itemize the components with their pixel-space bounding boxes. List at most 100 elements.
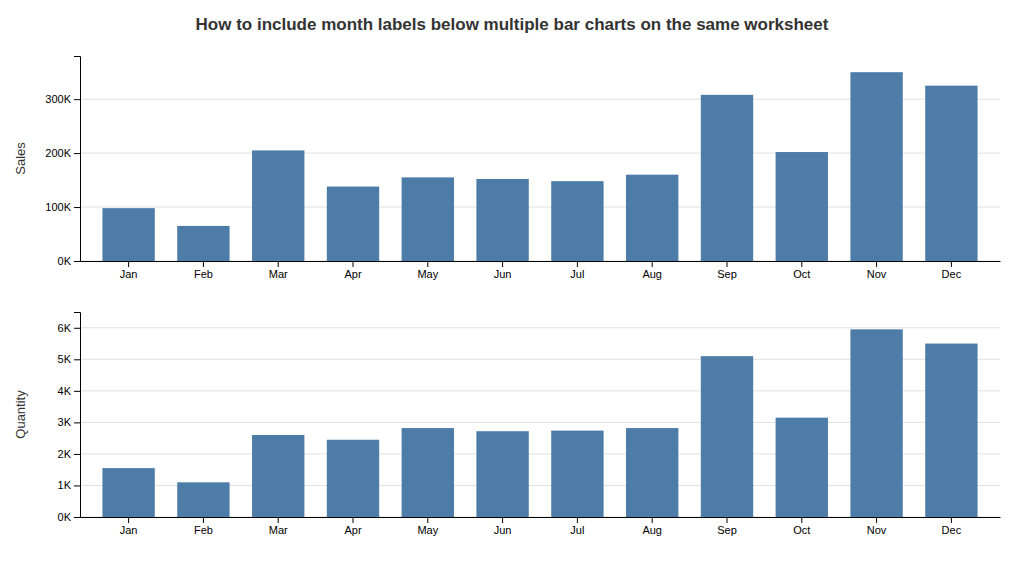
y-tick: 2K <box>58 448 80 460</box>
bar <box>776 418 828 517</box>
x-tick-mark <box>726 517 727 523</box>
x-tick-mark <box>652 261 653 267</box>
x-tick: Sep <box>717 517 737 536</box>
y-tick: 200K <box>45 147 80 159</box>
x-tick-label: Dec <box>942 524 962 536</box>
y-tick-mark <box>74 99 80 100</box>
x-tick-label: Sep <box>717 268 737 280</box>
y-axis: 0K 100K 200K 300K <box>45 57 80 268</box>
bar <box>701 356 753 517</box>
bar <box>551 181 603 261</box>
y-tick-label: 3K <box>58 416 72 428</box>
bars <box>102 329 977 517</box>
x-tick: Jan <box>120 517 138 536</box>
y-tick: 3K <box>58 416 80 428</box>
y-tick: 4K <box>58 385 80 397</box>
x-tick-label: Jul <box>570 268 584 280</box>
y-tick: 300K <box>45 93 80 105</box>
y-tick-mark <box>74 391 80 392</box>
y-tick-mark <box>74 422 80 423</box>
bar <box>701 95 753 261</box>
x-tick-mark <box>128 517 129 523</box>
x-tick: Aug <box>642 261 662 280</box>
x-tick: Jun <box>494 261 512 280</box>
x-tick: May <box>417 261 438 280</box>
panel: JanFebMarAprMayJunJulAugSepOctNovDec0K10… <box>13 57 1001 280</box>
bar <box>850 329 902 517</box>
bar <box>925 344 977 517</box>
x-tick-label: Nov <box>867 524 887 536</box>
bar <box>776 152 828 261</box>
x-tick-label: Nov <box>867 268 887 280</box>
x-tick-mark <box>353 261 354 267</box>
bar <box>177 482 229 517</box>
y-tick-mark <box>74 359 80 360</box>
y-tick-label: 300K <box>45 93 71 105</box>
x-tick: Dec <box>942 261 962 280</box>
y-axis-label: Sales <box>13 142 28 175</box>
x-tick-mark <box>203 261 204 267</box>
x-tick: Mar <box>269 517 288 536</box>
grid-line <box>80 327 1000 328</box>
x-tick: Dec <box>942 517 962 536</box>
x-tick: Jun <box>494 517 512 536</box>
x-tick-label: Mar <box>269 268 288 280</box>
x-tick-label: Jan <box>120 268 138 280</box>
x-tick-mark <box>951 261 952 267</box>
x-axis: JanFebMarAprMayJunJulAugSepOctNovDec <box>81 261 1001 280</box>
bar <box>626 175 678 261</box>
y-tick: 0K <box>58 255 80 267</box>
y-tick-mark <box>74 207 80 208</box>
bar <box>476 431 528 517</box>
grid <box>80 328 1000 517</box>
x-tick-label: Oct <box>793 524 810 536</box>
bar <box>476 179 528 261</box>
y-tick: 6K <box>58 322 80 334</box>
x-tick-mark <box>502 517 503 523</box>
x-tick-label: Aug <box>642 268 662 280</box>
x-tick-mark <box>577 517 578 523</box>
x-tick-label: Jul <box>570 524 584 536</box>
panel: JanFebMarAprMayJunJulAugSepOctNovDec0K1K… <box>13 313 1001 536</box>
x-tick-label: Oct <box>793 268 810 280</box>
bar <box>551 431 603 517</box>
x-tick: Jul <box>570 261 584 280</box>
y-tick-label: 100K <box>45 201 71 213</box>
axis-line <box>74 313 81 518</box>
x-tick-mark <box>801 261 802 267</box>
x-tick-label: Jun <box>494 268 512 280</box>
x-tick-mark <box>577 261 578 267</box>
x-tick-label: Feb <box>194 524 213 536</box>
y-tick-label: 5K <box>58 353 72 365</box>
y-axis: 0K 1K 2K 3K 4K 5K 6K <box>58 313 81 524</box>
x-tick-mark <box>876 261 877 267</box>
x-tick-label: May <box>417 268 438 280</box>
x-tick: Sep <box>717 261 737 280</box>
y-axis-label: Quantity <box>13 390 28 439</box>
x-tick: Oct <box>793 517 810 536</box>
bar <box>925 86 977 261</box>
chart: How to include month labels below multip… <box>0 0 1024 576</box>
y-tick: 1K <box>58 479 80 491</box>
y-tick-label: 2K <box>58 448 72 460</box>
x-tick: Oct <box>793 261 810 280</box>
x-tick-label: May <box>417 524 438 536</box>
axis-line <box>74 57 81 262</box>
y-tick-mark <box>74 261 80 262</box>
y-tick-label: 0K <box>58 511 72 523</box>
x-tick: Apr <box>344 261 361 280</box>
y-tick: 0K <box>58 511 80 523</box>
x-tick-mark <box>652 517 653 523</box>
x-tick: Nov <box>867 517 887 536</box>
x-tick-mark <box>726 261 727 267</box>
x-tick-mark <box>353 517 354 523</box>
x-tick: Jul <box>570 517 584 536</box>
x-tick-mark <box>427 261 428 267</box>
title: How to include month labels below multip… <box>196 15 829 34</box>
x-tick-mark <box>801 517 802 523</box>
y-tick-label: 4K <box>58 385 72 397</box>
bar <box>327 440 379 517</box>
x-tick: Feb <box>194 517 213 536</box>
x-tick-mark <box>951 517 952 523</box>
y-tick-mark <box>74 454 80 455</box>
